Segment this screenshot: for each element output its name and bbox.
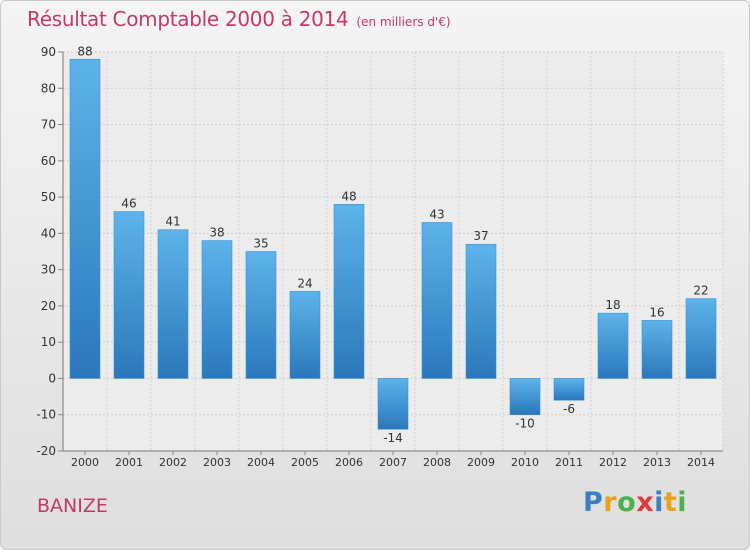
bar-2012 [597, 312, 629, 379]
y-tick-label: 80 [41, 81, 56, 95]
y-tick-label: -10 [36, 408, 56, 422]
proxiti-logo[interactable]: Proxiti [583, 487, 687, 518]
x-tick-label-2011: 2011 [555, 456, 583, 469]
value-label-2012: 18 [605, 298, 620, 312]
x-tick-label-2005: 2005 [291, 456, 319, 469]
value-label-2001: 46 [121, 197, 136, 211]
x-tick-label-2010: 2010 [511, 456, 539, 469]
logo-letter: x [636, 487, 655, 518]
y-tick-label: -20 [36, 444, 56, 458]
bar-2004 [245, 251, 277, 379]
x-tick-label-2002: 2002 [159, 456, 187, 469]
value-label-2002: 41 [165, 215, 180, 229]
value-label-2003: 38 [209, 226, 224, 240]
logo-letter: o [617, 487, 637, 518]
value-label-2010: -10 [515, 417, 535, 431]
bar-2014 [685, 298, 717, 379]
x-tick-label-2014: 2014 [687, 456, 715, 469]
bar-2000 [69, 58, 101, 379]
logo-letter: i [677, 487, 688, 518]
bar-2013 [641, 320, 673, 379]
y-tick-label: 90 [41, 45, 56, 59]
bar-2010 [509, 378, 541, 416]
y-tick-label: 70 [41, 118, 56, 132]
x-tick-label-2013: 2013 [643, 456, 671, 469]
bar-2003 [201, 240, 233, 379]
title-text: Résultat Comptable 2000 à 2014 [27, 7, 349, 31]
x-tick-label-2001: 2001 [115, 456, 143, 469]
bar-2011 [553, 378, 585, 401]
value-label-2009: 37 [473, 229, 488, 243]
logo-letter: P [583, 487, 604, 518]
bar-2009 [465, 243, 497, 379]
y-tick-label: 20 [41, 299, 56, 313]
x-tick-label-2009: 2009 [467, 456, 495, 469]
y-tick-label: 30 [41, 263, 56, 277]
logo-letter: r [603, 487, 618, 518]
bar-2006 [333, 204, 365, 379]
value-label-2013: 16 [649, 305, 664, 319]
value-label-2008: 43 [429, 207, 444, 221]
bar-2002 [157, 229, 189, 379]
x-tick-label-2007: 2007 [379, 456, 407, 469]
x-tick-label-2008: 2008 [423, 456, 451, 469]
value-label-2006: 48 [341, 189, 356, 203]
bar-2008 [421, 222, 453, 379]
bar-2005 [289, 291, 321, 379]
logo-letter: t [663, 487, 678, 518]
y-tick-label: 60 [41, 154, 56, 168]
bar-2001 [113, 211, 145, 379]
x-tick-label-2006: 2006 [335, 456, 363, 469]
value-label-2000: 88 [77, 44, 92, 58]
bar-2007 [377, 378, 409, 430]
value-label-2011: -6 [563, 402, 575, 416]
logo-letter: i [654, 487, 664, 518]
value-label-2005: 24 [297, 276, 312, 290]
value-label-2004: 35 [253, 237, 268, 251]
x-tick-label-2003: 2003 [203, 456, 231, 469]
value-label-2007: -14 [383, 431, 403, 445]
y-tick-label: 50 [41, 190, 56, 204]
unit-text: (en milliers d'€) [356, 15, 451, 29]
x-tick-label-2004: 2004 [247, 456, 275, 469]
y-tick-label: 10 [41, 335, 56, 349]
chart-title: Résultat Comptable 2000 à 2014 (en millie… [27, 7, 451, 31]
value-label-2014: 22 [693, 284, 708, 298]
x-tick-label-2000: 2000 [71, 456, 99, 469]
y-tick-label: 40 [41, 226, 56, 240]
y-tick-label: 0 [48, 371, 56, 385]
commune-name: BANIZE [37, 495, 108, 517]
x-tick-label-2012: 2012 [599, 456, 627, 469]
